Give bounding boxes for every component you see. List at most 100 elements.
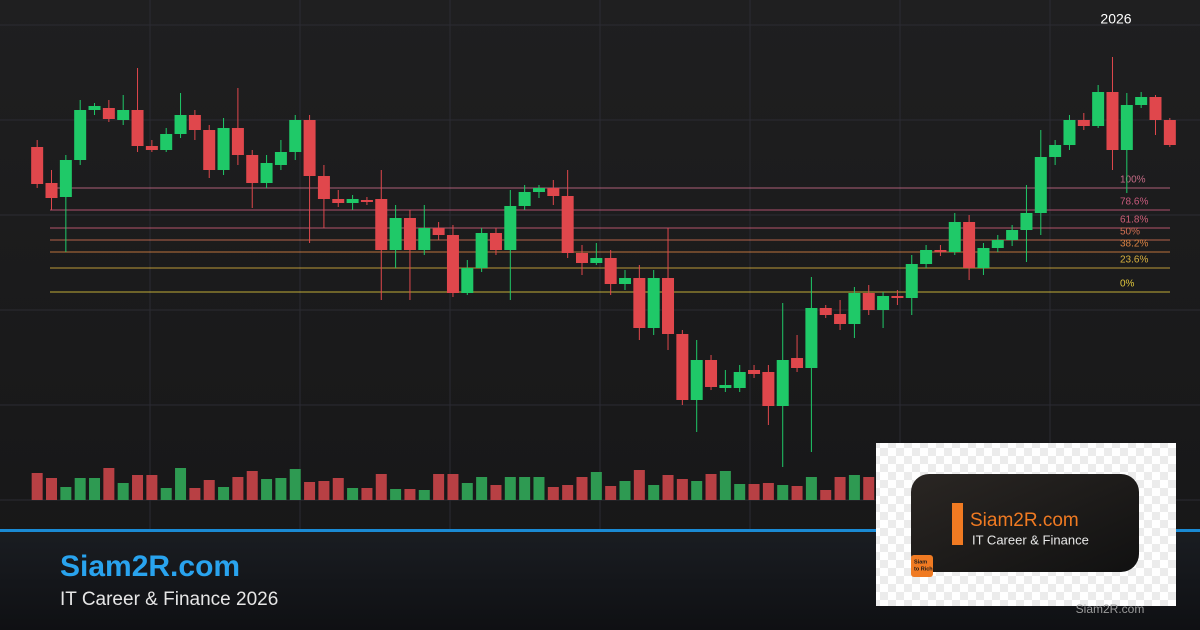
candle-body xyxy=(489,233,502,250)
volume-bar xyxy=(232,477,244,500)
candle-body xyxy=(1149,97,1162,120)
candle-body xyxy=(102,108,115,119)
candle-body xyxy=(705,360,718,387)
year-label: 2026 xyxy=(1100,11,1131,27)
candle-body xyxy=(690,360,703,400)
candle-body xyxy=(963,222,976,268)
site-name: Siam2R.com xyxy=(60,550,240,583)
fib-label: 50% xyxy=(1120,227,1140,238)
logo-tagline: IT Career & Finance xyxy=(972,532,1089,547)
candle-body xyxy=(1120,105,1133,150)
candle-body xyxy=(418,228,431,250)
candle-body xyxy=(532,188,545,192)
volume-bar xyxy=(820,490,832,500)
volume-bar xyxy=(576,477,588,500)
volume-bar xyxy=(676,479,688,500)
candle-body xyxy=(633,278,646,328)
volume-bar xyxy=(547,487,559,500)
volume-bar xyxy=(633,470,645,500)
candle-body xyxy=(1106,92,1119,150)
volume-bar xyxy=(31,473,43,500)
fib-label: 61.8% xyxy=(1120,215,1148,226)
candle-body xyxy=(1077,120,1090,126)
candle-body xyxy=(203,130,216,170)
volume-bar xyxy=(648,485,660,500)
volume-bar xyxy=(146,475,158,500)
volume-bar xyxy=(404,489,416,500)
watermark: Siam2R.com xyxy=(1076,602,1145,616)
candle-body xyxy=(1006,230,1019,240)
volume-bar xyxy=(662,475,674,500)
candle-body xyxy=(920,250,933,264)
volume-bar xyxy=(519,477,531,500)
candle-body xyxy=(776,360,789,406)
volume-bar xyxy=(476,477,488,500)
fib-label: 0% xyxy=(1120,279,1135,290)
candle-body xyxy=(375,199,388,250)
volume-bar xyxy=(132,475,144,500)
candle-body xyxy=(217,128,230,170)
fib-label: 23.6% xyxy=(1120,255,1148,266)
logo-bar xyxy=(952,503,963,545)
candle-body xyxy=(1135,97,1148,105)
candle-body xyxy=(188,115,201,130)
candle-body xyxy=(647,278,660,328)
candle-body xyxy=(791,358,804,368)
plot: 100% 78.6% 61.8%50%38.2% 23.6% 0% xyxy=(31,57,1176,500)
candle-body xyxy=(977,248,990,268)
candle-body xyxy=(59,160,72,197)
tagline: IT Career & Finance 2026 xyxy=(60,589,278,610)
candle-body xyxy=(504,206,517,250)
volume-bar xyxy=(562,485,574,500)
volume-bar xyxy=(390,489,402,500)
volume-bar xyxy=(275,478,287,500)
candle-body xyxy=(1020,213,1033,230)
fib-label: 78.6% xyxy=(1120,197,1148,208)
volume-bar xyxy=(375,474,387,500)
volume-bar xyxy=(60,487,72,500)
candle-body xyxy=(317,176,330,199)
candle-body xyxy=(819,308,832,315)
candle-body xyxy=(1063,120,1076,145)
candle-body xyxy=(432,228,445,235)
volume-bar xyxy=(762,483,774,500)
volume-bar xyxy=(691,481,703,500)
volume-bar xyxy=(189,488,201,500)
candle-body xyxy=(590,258,603,263)
candle-body xyxy=(1092,92,1105,126)
candle-body xyxy=(862,293,875,310)
logo-card xyxy=(911,474,1139,572)
candle-body xyxy=(274,152,287,165)
candle-body xyxy=(403,218,416,250)
candle-body xyxy=(991,240,1004,248)
candle-body xyxy=(805,308,818,368)
grid xyxy=(0,0,1200,530)
volume-bar xyxy=(160,488,172,500)
candle-body xyxy=(231,128,244,155)
candle-body xyxy=(174,115,187,134)
candle-body xyxy=(461,268,474,293)
candle-body xyxy=(619,278,632,284)
volume-bar xyxy=(318,481,330,500)
candle-body xyxy=(877,296,890,310)
volume-bar xyxy=(805,477,817,500)
candle-body xyxy=(131,110,144,146)
volume-bar xyxy=(863,477,875,500)
candle-body xyxy=(31,147,44,184)
fib-label: 38.2% xyxy=(1120,239,1148,250)
volume-bar xyxy=(447,474,459,500)
volume-bar xyxy=(848,475,860,500)
footer-line xyxy=(0,529,1200,532)
candle-body xyxy=(762,372,775,406)
volume-bar xyxy=(289,469,301,500)
volume-bar xyxy=(246,471,258,500)
volume-bar xyxy=(719,471,731,500)
volume-bar xyxy=(347,488,359,500)
volume-bar xyxy=(791,486,803,500)
logo-icon xyxy=(911,555,933,577)
volume-bar xyxy=(203,480,215,500)
candle-body xyxy=(676,334,689,400)
volume-bar xyxy=(490,485,502,500)
candle-body xyxy=(891,296,904,298)
